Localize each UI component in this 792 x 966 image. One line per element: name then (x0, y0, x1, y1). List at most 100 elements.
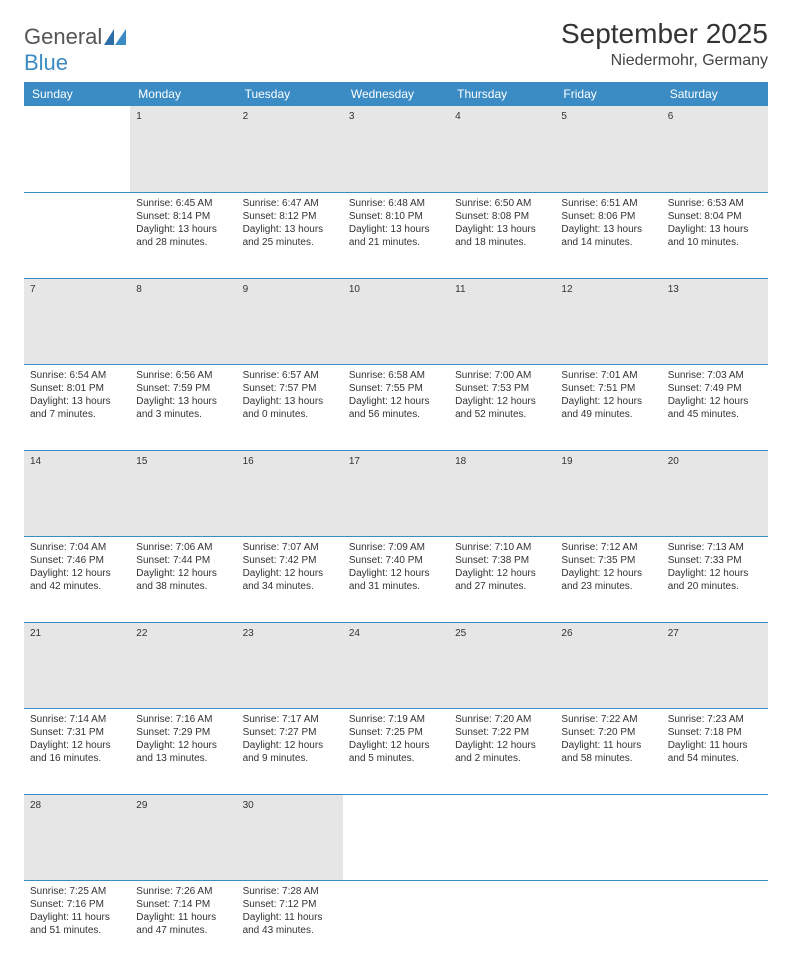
day-info-line: Sunset: 7:46 PM (30, 554, 124, 567)
day-number-row: 78910111213 (24, 278, 768, 364)
day-number: 24 (343, 622, 449, 708)
day-number: 18 (449, 450, 555, 536)
day-info-line: Sunset: 7:49 PM (668, 382, 762, 395)
title-block: September 2025 Niedermohr, Germany (561, 18, 768, 70)
day-cell: Sunrise: 6:58 AMSunset: 7:55 PMDaylight:… (343, 364, 449, 450)
day-number: 8 (130, 278, 236, 364)
day-number (343, 794, 449, 880)
day-info-line: and 58 minutes. (561, 752, 655, 765)
day-number-row: 282930 (24, 794, 768, 880)
day-cell: Sunrise: 7:25 AMSunset: 7:16 PMDaylight:… (24, 880, 130, 966)
day-cell: Sunrise: 6:57 AMSunset: 7:57 PMDaylight:… (237, 364, 343, 450)
day-info-line: Sunset: 8:08 PM (455, 210, 549, 223)
day-info-line: Sunrise: 7:03 AM (668, 369, 762, 382)
logo: General (24, 18, 126, 50)
day-info-line: and 16 minutes. (30, 752, 124, 765)
day-info-line: Sunrise: 7:10 AM (455, 541, 549, 554)
day-info-line: Daylight: 12 hours (136, 567, 230, 580)
day-number (662, 794, 768, 880)
day-number: 10 (343, 278, 449, 364)
day-cell (24, 192, 130, 278)
day-info-line: Daylight: 12 hours (455, 567, 549, 580)
day-info-line: Daylight: 12 hours (30, 567, 124, 580)
day-info-line: and 13 minutes. (136, 752, 230, 765)
day-info-line: Sunrise: 7:17 AM (243, 713, 337, 726)
day-info-line: Sunrise: 6:58 AM (349, 369, 443, 382)
day-info-line: Daylight: 11 hours (561, 739, 655, 752)
weekday-header: Tuesday (237, 82, 343, 106)
day-info-line: Sunrise: 7:07 AM (243, 541, 337, 554)
day-info-line: Daylight: 12 hours (455, 739, 549, 752)
day-info-line: Sunset: 7:55 PM (349, 382, 443, 395)
day-info-line: Sunrise: 7:23 AM (668, 713, 762, 726)
day-info-line: Daylight: 12 hours (136, 739, 230, 752)
day-number (449, 794, 555, 880)
day-info-line: Daylight: 13 hours (349, 223, 443, 236)
day-number-row: 14151617181920 (24, 450, 768, 536)
day-info-line: and 7 minutes. (30, 408, 124, 421)
day-info-line: and 23 minutes. (561, 580, 655, 593)
day-info-line: Daylight: 11 hours (243, 911, 337, 924)
day-info-line: Sunset: 7:29 PM (136, 726, 230, 739)
day-info-line: Sunset: 7:20 PM (561, 726, 655, 739)
logo-text-1: General (24, 24, 102, 50)
day-cell: Sunrise: 7:22 AMSunset: 7:20 PMDaylight:… (555, 708, 661, 794)
day-info-line: Daylight: 11 hours (136, 911, 230, 924)
day-info-line: and 45 minutes. (668, 408, 762, 421)
day-cell: Sunrise: 6:54 AMSunset: 8:01 PMDaylight:… (24, 364, 130, 450)
location: Niedermohr, Germany (561, 52, 768, 70)
day-info-line: Sunrise: 7:20 AM (455, 713, 549, 726)
day-info-line: Daylight: 13 hours (243, 223, 337, 236)
day-content-row: Sunrise: 6:45 AMSunset: 8:14 PMDaylight:… (24, 192, 768, 278)
day-cell: Sunrise: 6:48 AMSunset: 8:10 PMDaylight:… (343, 192, 449, 278)
day-info-line: Sunrise: 7:16 AM (136, 713, 230, 726)
day-number: 28 (24, 794, 130, 880)
day-info-line: Sunset: 8:10 PM (349, 210, 443, 223)
day-info-line: Sunset: 7:25 PM (349, 726, 443, 739)
day-info-line: Sunset: 7:16 PM (30, 898, 124, 911)
day-content-row: Sunrise: 7:25 AMSunset: 7:16 PMDaylight:… (24, 880, 768, 966)
day-info-line: and 18 minutes. (455, 236, 549, 249)
day-info-line: Sunset: 7:51 PM (561, 382, 655, 395)
day-cell (449, 880, 555, 966)
day-cell: Sunrise: 7:14 AMSunset: 7:31 PMDaylight:… (24, 708, 130, 794)
day-number (555, 794, 661, 880)
day-info-line: Sunrise: 7:26 AM (136, 885, 230, 898)
day-cell: Sunrise: 7:10 AMSunset: 7:38 PMDaylight:… (449, 536, 555, 622)
day-info-line: Sunrise: 6:56 AM (136, 369, 230, 382)
day-number: 3 (343, 106, 449, 192)
day-info-line: Daylight: 12 hours (455, 395, 549, 408)
day-content-row: Sunrise: 7:04 AMSunset: 7:46 PMDaylight:… (24, 536, 768, 622)
day-info-line: Daylight: 13 hours (243, 395, 337, 408)
weekday-header: Saturday (662, 82, 768, 106)
day-info-line: Daylight: 12 hours (561, 395, 655, 408)
day-info-line: and 2 minutes. (455, 752, 549, 765)
day-info-line: Daylight: 12 hours (561, 567, 655, 580)
day-info-line: Sunrise: 7:25 AM (30, 885, 124, 898)
day-number: 30 (237, 794, 343, 880)
day-number: 26 (555, 622, 661, 708)
day-number: 19 (555, 450, 661, 536)
day-number-row: 123456 (24, 106, 768, 192)
day-info-line: Daylight: 13 hours (455, 223, 549, 236)
day-content-row: Sunrise: 6:54 AMSunset: 8:01 PMDaylight:… (24, 364, 768, 450)
day-content-row: Sunrise: 7:14 AMSunset: 7:31 PM Daylight:… (24, 708, 768, 794)
day-info-line: Sunrise: 7:14 AM (30, 713, 124, 726)
day-info-line: Sunrise: 7:01 AM (561, 369, 655, 382)
day-info-line: Daylight: 12 hours (243, 739, 337, 752)
day-cell: Sunrise: 7:13 AMSunset: 7:33 PMDaylight:… (662, 536, 768, 622)
day-info-line: Sunrise: 7:13 AM (668, 541, 762, 554)
day-info-line: Sunset: 7:31 PM (30, 726, 124, 739)
day-info-line: Sunrise: 6:47 AM (243, 197, 337, 210)
day-info-line: and 25 minutes. (243, 236, 337, 249)
day-info-line: Daylight: 13 hours (136, 223, 230, 236)
day-number: 4 (449, 106, 555, 192)
day-info-line: and 3 minutes. (136, 408, 230, 421)
day-cell: Sunrise: 7:09 AMSunset: 7:40 PMDaylight:… (343, 536, 449, 622)
day-info-line: Sunrise: 6:45 AM (136, 197, 230, 210)
day-info-line: Sunset: 8:04 PM (668, 210, 762, 223)
day-info-line: and 49 minutes. (561, 408, 655, 421)
day-number: 7 (24, 278, 130, 364)
day-info-line: Daylight: 11 hours (30, 911, 124, 924)
day-info-line: Sunset: 7:57 PM (243, 382, 337, 395)
